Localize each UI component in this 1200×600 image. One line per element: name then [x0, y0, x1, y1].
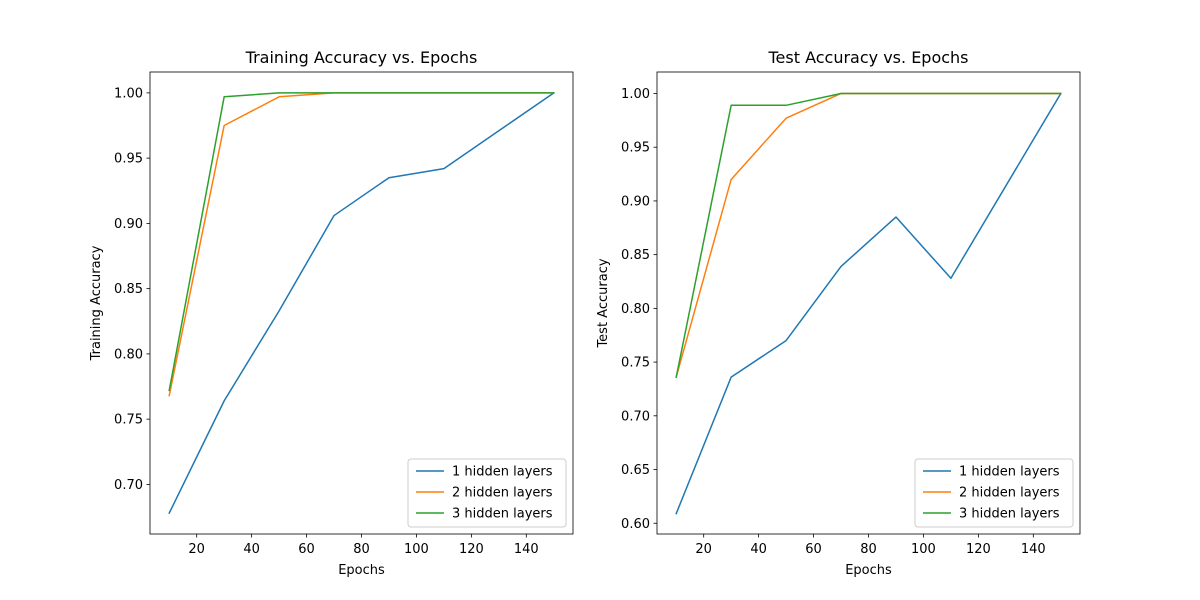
series-line-3-hidden-layers	[168, 92, 555, 392]
y-tick-label: 1.00	[621, 87, 650, 102]
y-tick-label: 0.70	[114, 478, 143, 493]
legend-entry: 1 hidden layers	[959, 465, 1060, 480]
chart-title: Training Accuracy vs. Epochs	[245, 48, 478, 67]
x-tick-label: 20	[695, 542, 712, 557]
y-tick-label: 0.75	[114, 413, 143, 428]
x-tick-label: 40	[750, 542, 767, 557]
x-tick-label: 80	[353, 542, 370, 557]
y-tick-label: 0.65	[621, 463, 650, 478]
series-line-3-hidden-layers	[675, 92, 1062, 379]
x-tick-label: 120	[966, 542, 991, 557]
y-tick-label: 0.80	[114, 347, 143, 362]
y-tick-label: 0.70	[621, 409, 650, 424]
test-accuracy-chart: 20 40 60 80 100 120 140 0.60 0.65 0.70 0.75 0.80 0.8…	[596, 48, 1081, 578]
y-tick-label: 0.75	[621, 356, 650, 371]
legend-box	[407, 458, 567, 528]
y-tick-label: 0.85	[621, 248, 650, 263]
y-axis-label: Test Accuracy	[596, 258, 611, 348]
x-axis-label: Epochs	[845, 563, 892, 578]
x-tick-label: 100	[404, 542, 429, 557]
legend: 1 hidden layers 2 hidden layers 3 hidden l…	[914, 458, 1074, 528]
training-accuracy-chart: 20 40 60 80 100 120 140 0.70 0.75 0.80 0.85 0.90 0.9…	[89, 48, 574, 578]
y-tick-label: 0.60	[621, 517, 650, 532]
series-line-1-hidden-layers	[675, 92, 1062, 515]
x-tick-label: 80	[860, 542, 877, 557]
chart-title: Test Accuracy vs. Epochs	[767, 48, 968, 67]
y-axis-label: Training Accuracy	[89, 245, 104, 361]
y-tick-label: 0.80	[621, 302, 650, 317]
legend-entry: 2 hidden layers	[959, 486, 1060, 501]
x-tick-label: 100	[911, 542, 936, 557]
legend-entry: 2 hidden layers	[452, 486, 553, 501]
plot-area	[150, 72, 573, 534]
x-tick-label: 140	[1021, 542, 1046, 557]
legend-entry: 3 hidden layers	[959, 507, 1060, 522]
y-tick-label: 0.90	[114, 217, 143, 232]
y-tick-label: 0.85	[114, 282, 143, 297]
x-tick-label: 40	[243, 542, 260, 557]
legend: 1 hidden layers 2 hidden layers 3 hidden l…	[407, 458, 567, 528]
y-tick-label: 1.00	[114, 86, 143, 101]
y-tick-label: 0.90	[621, 194, 650, 209]
x-tick-label: 140	[514, 542, 539, 557]
x-tick-label: 120	[459, 542, 484, 557]
series-line-1-hidden-layers	[168, 91, 555, 515]
legend-entry: 3 hidden layers	[452, 507, 553, 522]
x-axis-label: Epochs	[338, 563, 385, 578]
plot-area	[657, 72, 1080, 534]
x-tick-label: 20	[188, 542, 205, 557]
legend-entry: 1 hidden layers	[452, 465, 553, 480]
y-tick-label: 0.95	[621, 141, 650, 156]
legend-box	[914, 458, 1074, 528]
x-tick-label: 60	[298, 542, 315, 557]
y-tick-label: 0.95	[114, 152, 143, 167]
x-tick-label: 60	[805, 542, 822, 557]
